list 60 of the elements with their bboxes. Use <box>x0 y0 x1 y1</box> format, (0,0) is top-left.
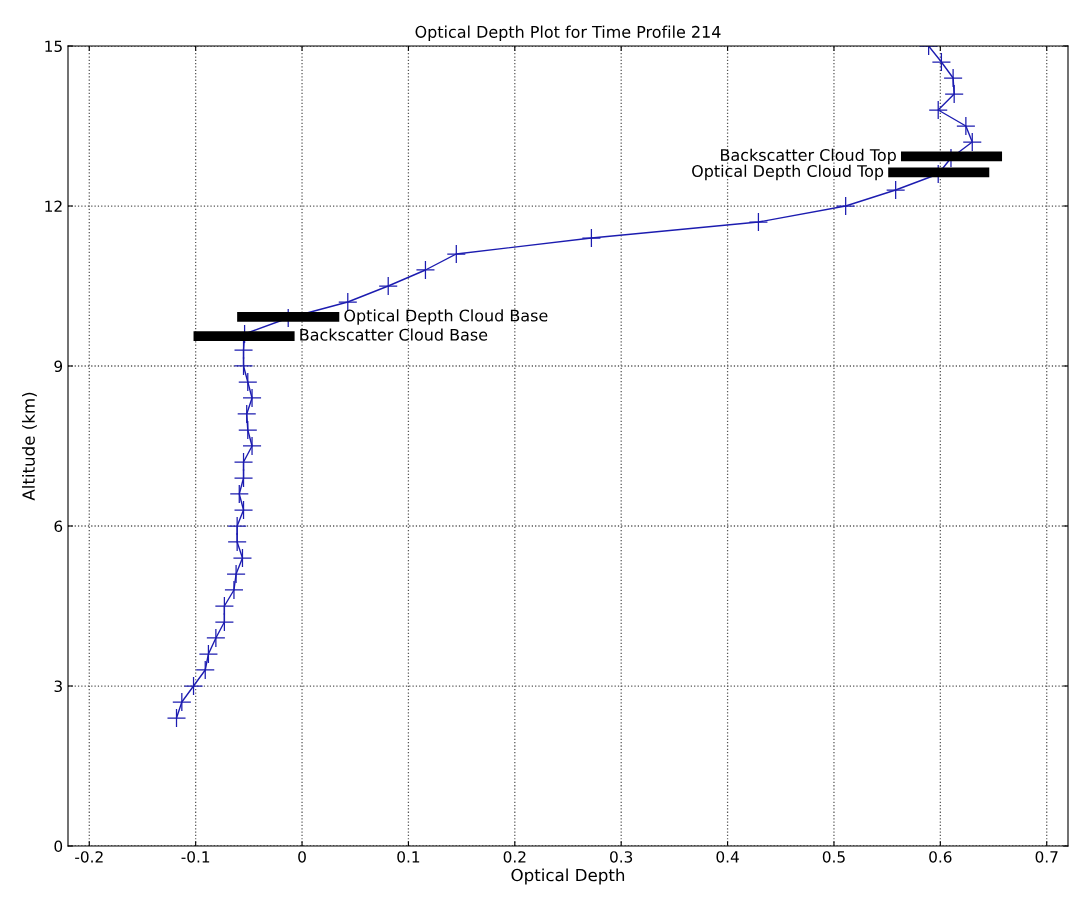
point <box>237 404 257 424</box>
series-label: Optical Depth Cloud Base <box>344 309 548 325</box>
x-tick-label: 0.1 <box>397 851 420 863</box>
x-tick-label: 0.4 <box>716 851 739 863</box>
point <box>227 532 247 552</box>
point <box>226 564 246 584</box>
point <box>242 388 262 408</box>
x-tick-label: -0.2 <box>75 851 103 863</box>
x-tick-label: 0.5 <box>822 851 845 863</box>
point <box>415 260 436 280</box>
point <box>233 340 254 360</box>
point <box>206 628 226 648</box>
x-tick-label: 0.6 <box>929 851 952 863</box>
point <box>238 372 258 392</box>
point <box>233 452 254 472</box>
point <box>224 580 244 600</box>
point <box>748 212 769 232</box>
point <box>233 356 254 376</box>
point <box>446 244 466 264</box>
point <box>931 52 952 72</box>
x-tick-label: -0.1 <box>181 851 210 863</box>
series-label: Backscatter Cloud Top <box>721 148 896 165</box>
point <box>229 484 249 504</box>
point <box>378 276 398 296</box>
point <box>233 468 254 488</box>
point <box>227 516 247 536</box>
chart-title: Optical Depth Plot for Time Profile 214 <box>415 25 721 41</box>
point <box>233 500 254 520</box>
point <box>183 676 204 696</box>
point <box>836 196 856 216</box>
point <box>581 228 602 248</box>
point <box>944 84 964 104</box>
point <box>886 180 906 200</box>
y-axis-title: Altitude (km) <box>22 392 37 501</box>
y-tick-label: 15 <box>45 40 62 53</box>
y-tick-label: 6 <box>54 520 63 533</box>
y-tick-label: 12 <box>45 200 62 212</box>
y-tick-label: 9 <box>54 360 63 373</box>
x-tick-label: 0.7 <box>1035 851 1058 863</box>
point <box>214 596 235 616</box>
x-axis-title: Optical Depth <box>511 868 625 885</box>
point <box>195 660 215 680</box>
point <box>214 612 235 632</box>
point <box>962 132 982 152</box>
point <box>166 708 187 728</box>
point <box>238 420 258 440</box>
y-tick-label: 0 <box>54 840 63 853</box>
x-tick-label: 0.2 <box>503 851 526 863</box>
y-tick-label: 3 <box>54 680 62 693</box>
series-label: Optical Depth Cloud Top <box>692 164 884 181</box>
point <box>198 644 219 664</box>
point <box>232 548 253 568</box>
series-label: Backscatter Cloud Base <box>300 328 488 341</box>
x-tick-label: 0 <box>298 851 306 863</box>
point <box>956 116 976 136</box>
point <box>172 692 192 712</box>
point <box>943 68 963 88</box>
x-tick-label: 0.3 <box>610 851 633 863</box>
point <box>242 436 262 456</box>
point <box>928 100 948 120</box>
